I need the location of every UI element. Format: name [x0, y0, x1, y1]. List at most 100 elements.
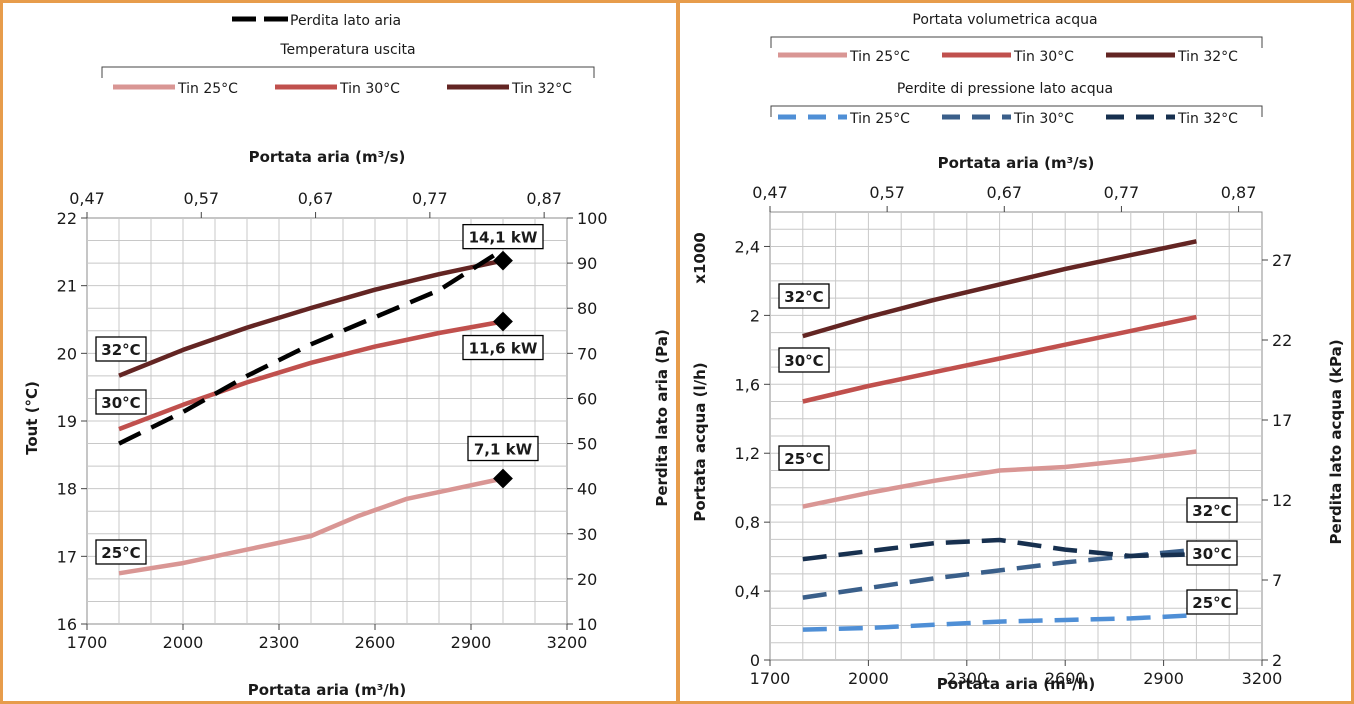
x-top-tick-label: 0,87 [1221, 183, 1257, 202]
legend-label-flow-tin32: Tin 32°C [1177, 49, 1238, 65]
curve-label: 32°C [1192, 502, 1231, 520]
legend-label-dp-tin30: Tin 30°C [1013, 111, 1074, 127]
legend-label-flow-tin25: Tin 25°C [849, 49, 910, 65]
series-line-1 [118, 319, 504, 432]
y-right-axis-title: Perdita lato aria (Pa) [653, 329, 671, 506]
x-tick-label: 3200 [1242, 669, 1283, 688]
legend-group1-items: Tin 25°C Tin 30°C Tin 32°C [778, 49, 1238, 65]
diamond-marker [493, 468, 513, 489]
curve-label: 30°C [101, 394, 140, 412]
legend-label-tin32: Tin 32°C [511, 81, 572, 97]
curve-label-box [1186, 540, 1238, 566]
axis-ticks: 1700 2000 2300 2600 2900 3200 0,47 0,57 0,67 0,77… [57, 189, 608, 652]
plot-grid [86, 217, 568, 625]
curve-label-box [778, 445, 830, 471]
y-left-tick-label: 21 [57, 277, 77, 296]
x-tick-label: 2900 [451, 633, 492, 652]
y-left-axis-title: Tout (°C) [23, 381, 41, 455]
marker-label-box [462, 334, 544, 361]
x-tick-label: 2600 [355, 633, 396, 652]
x-top-axis-title: Portata aria (m³/s) [249, 148, 406, 166]
x-tick-label: 3200 [547, 633, 588, 652]
x-tick-label: 2300 [259, 633, 300, 652]
x-tick-label: 2900 [1143, 669, 1184, 688]
curve-label: 25°C [784, 450, 823, 468]
legend-group2-bracket [770, 105, 1263, 117]
curve-label-box [1186, 497, 1238, 523]
y-left-tick-label: 16 [57, 615, 77, 634]
y-right-tick-label: 30 [577, 525, 597, 544]
y-right-tick-label: 7 [1272, 571, 1282, 590]
curve-label: 32°C [101, 341, 140, 359]
series-line-dashed-3 [118, 247, 505, 446]
curve-label: 25°C [1192, 594, 1231, 612]
series-line-0 [118, 476, 504, 576]
y-left-tick-label: 17 [57, 547, 77, 566]
curve-label-box [95, 539, 147, 565]
legend-group-title: Temperatura uscita [279, 42, 415, 58]
x-tick-label: 1700 [67, 633, 108, 652]
curve-label-box [95, 389, 147, 415]
legend-group-bracket [101, 66, 595, 78]
legend-group-items: Tin 25°C Tin 30°C Tin 32°C [113, 81, 572, 97]
y-right-tick-label: 60 [577, 389, 597, 408]
x-top-tick-label: 0,47 [69, 189, 105, 208]
y-right-tick-label: 12 [1272, 491, 1292, 510]
x-tick-label: 1700 [750, 669, 791, 688]
legend-label-tin30: Tin 30°C [339, 81, 400, 97]
y-right-tick-label: 80 [577, 299, 597, 318]
y-left-tick-label: 19 [57, 412, 77, 431]
y-right-tick-label: 27 [1272, 251, 1292, 270]
y-left-tick-label: 2 [750, 306, 760, 325]
plot-grid-2 [769, 211, 1263, 661]
y-left-tick-label: 1,2 [735, 444, 760, 463]
curve-label-box [95, 336, 147, 362]
plot-markers: 14,1 kW 11,6 kW 7,1 kW [462, 223, 544, 489]
legend-perdita: Perdita lato aria [232, 13, 401, 29]
curve-label-box [1186, 589, 1238, 615]
y-left-tick-label: 18 [57, 480, 77, 499]
legend-group1-bracket [770, 36, 1263, 48]
y-left-tick-label: 20 [57, 344, 77, 363]
x-bottom-axis-title-2: Portata aria (m³/h) [937, 675, 1096, 693]
legend-label-perdita: Perdita lato aria [290, 13, 401, 29]
y-right-tick-label: 20 [577, 570, 597, 589]
y-right-tick-label: 22 [1272, 331, 1292, 350]
legend-group2-items: Tin 25°C Tin 30°C Tin 32°C [778, 111, 1238, 127]
y-left-tick-label: 0,8 [735, 513, 760, 532]
curve-label: 32°C [784, 288, 823, 306]
y-left-tick-label: 0 [750, 651, 760, 670]
plot-series-2 [802, 239, 1197, 632]
y-left-axis-title-2: Portata acqua (l/h) [691, 362, 709, 521]
plot-series [118, 247, 505, 576]
x-top-tick-label: 0,57 [183, 189, 219, 208]
series-line-dashed-5 [802, 537, 1197, 562]
series-line-0 [802, 449, 1197, 509]
x-top-tick-label: 0,67 [986, 183, 1022, 202]
legend-group2-title: Perdite di pressione lato acqua [897, 81, 1113, 97]
y-right-axis-title-2: Perdita lato acqua (kPa) [1327, 339, 1345, 544]
legend-label-dp-tin32: Tin 32°C [1177, 111, 1238, 127]
x-tick-label: 2600 [1045, 669, 1086, 688]
chart-tout: Perdita lato aria Temperatura uscita Tin… [23, 13, 671, 699]
x-top-tick-label: 0,87 [526, 189, 562, 208]
x-top-tick-label: 0,77 [412, 189, 448, 208]
series-line-dashed-3 [802, 612, 1197, 632]
series-line-1 [802, 314, 1197, 404]
x-top-tick-label: 0,77 [1104, 183, 1140, 202]
legend-label-flow-tin30: Tin 30°C [1013, 49, 1074, 65]
diamond-marker [493, 311, 513, 332]
y-right-tick-label: 70 [577, 344, 597, 363]
y-right-tick-label: 100 [577, 209, 608, 228]
x-tick-label: 2000 [163, 633, 204, 652]
x-top-tick-label: 0,47 [752, 183, 788, 202]
curve-labels: 32°C 30°C 25°C [95, 336, 147, 565]
diamond-marker [493, 250, 513, 271]
y-left-tick-label: 1,6 [735, 375, 760, 394]
x-bottom-axis-title: Portata aria (m³/h) [248, 681, 407, 699]
legend-label-dp-tin25: Tin 25°C [849, 111, 910, 127]
y-left-tick-label: 22 [57, 209, 77, 228]
y-right-tick-label: 50 [577, 435, 597, 454]
y-right-tick-label: 2 [1272, 651, 1282, 670]
curve-label-box [778, 283, 830, 309]
